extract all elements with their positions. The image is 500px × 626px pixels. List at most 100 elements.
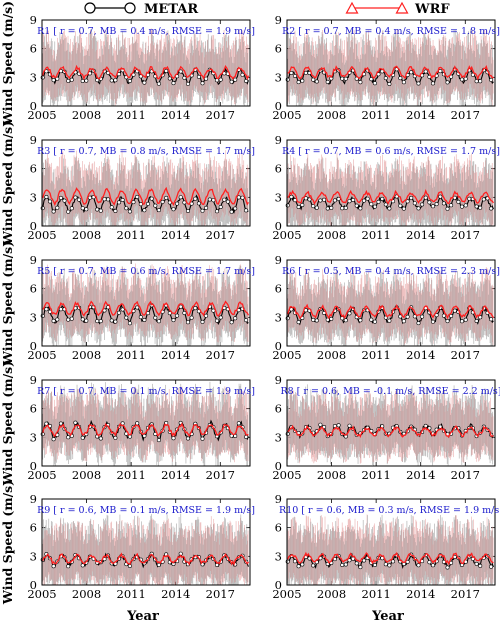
x-tick-label: 2014 [406, 108, 435, 122]
metar-point [296, 80, 301, 85]
y-tick-label: 3 [30, 190, 37, 204]
x-tick-label: 2011 [362, 348, 391, 362]
y-tick-label: 9 [30, 373, 37, 387]
plot-frame [286, 379, 496, 467]
metar-point [146, 201, 151, 206]
metar-point [289, 194, 294, 199]
metar-point [398, 203, 403, 208]
metar-point [98, 319, 103, 324]
panel-annotation: R2 [ r = 0.7, MB = 0.4 m/s, RMSE = 1.8 m… [282, 26, 500, 37]
metar-point [98, 436, 103, 441]
metar-point [175, 313, 180, 318]
panels: 0 3 6 9 2005 2008 2011 2014 2017 Wind Speed (m/s)… [0, 1, 500, 605]
y-tick-label: 3 [30, 430, 37, 444]
metar-point [66, 317, 71, 322]
wrf-series-line [287, 65, 494, 81]
plot-frame [41, 19, 251, 107]
x-tick-label: 2017 [206, 587, 235, 601]
metar-point [193, 196, 198, 201]
metar-point [336, 423, 341, 428]
plot-frame [41, 139, 251, 227]
metar-point [69, 316, 74, 321]
metar-point [459, 319, 464, 324]
x-tick-label: 2011 [117, 468, 146, 482]
metar-point [153, 315, 158, 320]
metar-point [95, 207, 100, 212]
x-tick-label: 2008 [317, 348, 346, 362]
metar-point [452, 308, 457, 313]
x-tick-label: 2011 [117, 348, 146, 362]
x-tick-label: 2011 [362, 108, 391, 122]
legend-metar-label: METAR [144, 2, 198, 17]
metar-point [200, 319, 205, 324]
metar-point [412, 201, 417, 206]
metar-point [244, 79, 249, 84]
metar-point [233, 316, 238, 321]
metar-point [445, 206, 450, 211]
metar-point [186, 320, 191, 325]
metar-point [322, 197, 327, 202]
metar-point [189, 315, 194, 320]
x-tick-label: 2011 [362, 228, 391, 242]
metar-point [171, 81, 176, 86]
metar-point [51, 209, 56, 214]
wrf-series-line [287, 188, 495, 206]
metar-point [211, 198, 216, 203]
range-bars [287, 28, 494, 106]
plot-frame [41, 259, 251, 347]
metar-point [113, 209, 118, 214]
metar-point [62, 198, 67, 203]
metar-point [401, 319, 406, 324]
wrf-series-line [287, 424, 494, 438]
metar-point [138, 202, 143, 207]
metar-point [478, 205, 483, 210]
x-tick-label: 2014 [161, 108, 190, 122]
metar-point [142, 433, 147, 438]
metar-point [300, 78, 305, 83]
metar-point [109, 205, 114, 210]
metar-point [200, 208, 205, 213]
metar-point [142, 317, 147, 322]
metar-point [51, 78, 56, 83]
y-tick-label: 3 [30, 70, 37, 84]
metar-point [478, 79, 483, 84]
metar-point [51, 318, 56, 323]
metar-point [409, 70, 414, 75]
metar-point [416, 321, 421, 326]
panel-annotation: R6 [ r = 0.5, MB = 0.4 m/s, RMSE = 2.3 m… [282, 266, 500, 277]
metar-point [474, 204, 479, 209]
metar-point [84, 318, 89, 323]
metar-point [186, 436, 191, 441]
metar-point [332, 198, 337, 203]
metar-point [222, 197, 227, 202]
metar-point [303, 196, 308, 201]
metar-point [296, 205, 301, 210]
metar-point [44, 195, 49, 200]
x-tick-label: 2011 [117, 228, 146, 242]
y-tick-label: 3 [30, 310, 37, 324]
metar-point [456, 199, 461, 204]
x-tick-label: 2017 [206, 348, 235, 362]
metar-point [314, 318, 319, 323]
range-bars [42, 150, 249, 226]
metar-point [369, 317, 374, 322]
wrf-series-line [42, 64, 250, 81]
metar-point [149, 196, 154, 201]
y-tick-label: 6 [275, 282, 282, 296]
plot-frame [41, 379, 251, 467]
metar-point [55, 205, 60, 210]
x-tick-label: 2008 [317, 468, 346, 482]
metar-point [236, 195, 241, 200]
x-tick-label: 2014 [406, 228, 435, 242]
metar-point [311, 317, 316, 322]
x-tick-label: 2017 [206, 108, 235, 122]
metar-point [117, 200, 122, 205]
plot-frame [286, 259, 496, 347]
metar-point [138, 74, 143, 79]
metar-point [178, 304, 183, 309]
metar-point [156, 438, 161, 443]
metar-point [474, 318, 479, 323]
range-bars [287, 152, 494, 226]
metar-point [135, 305, 140, 310]
